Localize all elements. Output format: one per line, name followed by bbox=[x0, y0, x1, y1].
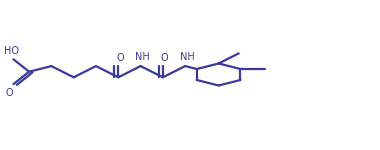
Text: O: O bbox=[116, 53, 124, 63]
Text: O: O bbox=[6, 88, 14, 98]
Text: NH: NH bbox=[180, 52, 195, 62]
Text: O: O bbox=[161, 53, 169, 63]
Text: NH: NH bbox=[135, 52, 150, 62]
Text: HO: HO bbox=[4, 46, 19, 56]
